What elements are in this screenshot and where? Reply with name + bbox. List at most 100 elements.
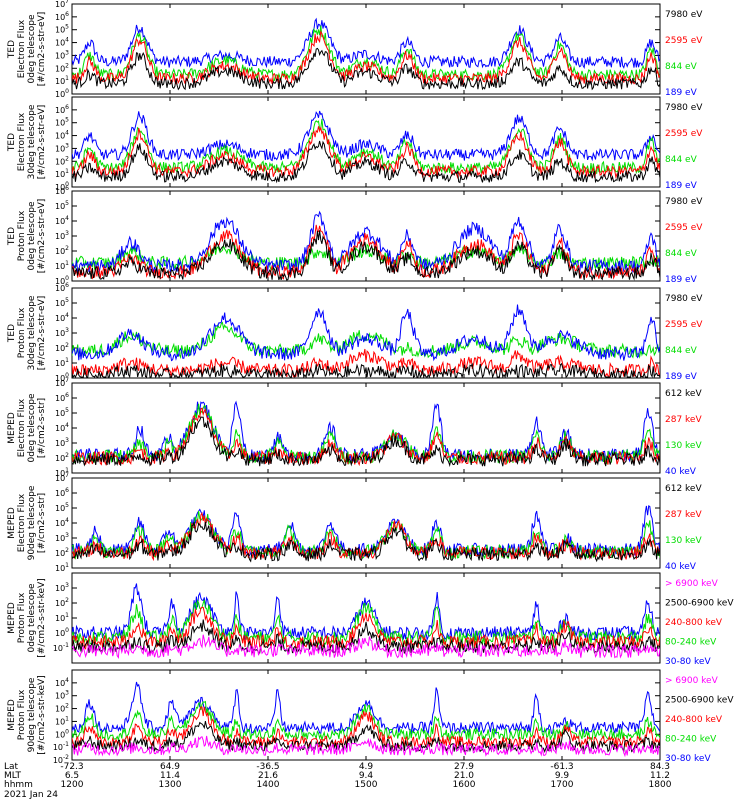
series-line (72, 224, 660, 281)
series-line (72, 606, 660, 651)
y-tick-label: 104 (55, 37, 69, 48)
footer-lat: 4.9 (359, 762, 374, 772)
y-tick-label: 101 (55, 168, 69, 179)
legend-label: 612 keV (665, 389, 702, 399)
series-line (72, 681, 660, 736)
footer-hhmm: 1700 (551, 780, 574, 790)
legend-label: 7980 eV (665, 294, 703, 304)
y-tick-label: 107 (55, 472, 69, 483)
legend-label: 2595 eV (665, 36, 703, 46)
series-line (72, 304, 660, 362)
y-tick-label: 103 (55, 49, 69, 60)
footer-mlt: 9.4 (359, 771, 374, 781)
y-tick-label: 100 (55, 728, 69, 739)
series-group (72, 583, 660, 659)
y-axis-label: MEPEDProton Flux90deg telescope[#/cm2-s-… (7, 675, 47, 754)
series-line (72, 521, 660, 563)
series-line (72, 583, 660, 642)
y-axis-label: MEPEDElectron Flux90deg telescope[#/cm2-… (7, 485, 47, 560)
legend-label: 7980 eV (665, 197, 703, 207)
legend-label: 287 keV (665, 510, 702, 520)
y-tick-label: 101 (55, 75, 69, 86)
y-tick-label: 105 (55, 24, 69, 35)
y-tick-label: 102 (55, 155, 69, 166)
y-tick-label: 106 (55, 185, 69, 196)
legend-label: 189 eV (665, 275, 698, 285)
footer-lat: -36.5 (256, 762, 279, 772)
series-line (72, 599, 660, 646)
footer-lat: -72.3 (60, 762, 83, 772)
y-tick-label: 10-1 (53, 741, 69, 752)
footer-lat: -61.3 (550, 762, 573, 772)
footer-row-label: hhmm (4, 780, 33, 790)
panel-3: 100 101 102 103 104 105 106 TEDProton Flux0deg … (7, 185, 703, 286)
series-line (72, 416, 660, 468)
series-line (72, 321, 660, 359)
legend-label: 30-80 keV (665, 754, 711, 764)
y-tick-label: 102 (55, 452, 69, 463)
y-tick-label: 103 (55, 437, 69, 448)
legend-label: 2500-6900 keV (665, 696, 734, 706)
legend-label: 80-240 keV (665, 735, 717, 745)
series-line (72, 403, 660, 465)
legend-label: 7980 eV (665, 103, 703, 113)
y-tick-label: 104 (55, 517, 69, 528)
y-tick-label: 101 (55, 562, 69, 573)
y-tick-label: 105 (55, 200, 69, 211)
footer-lat: 84.3 (650, 762, 670, 772)
y-axis-label: MEPEDProton Flux0deg telescope[#/cm2-s-s… (7, 578, 47, 657)
series-line (72, 700, 660, 742)
footer-lat: 27.9 (454, 762, 474, 772)
footer-mlt: 11.4 (160, 771, 180, 781)
legend-label: 844 eV (665, 346, 698, 356)
series-line (72, 230, 660, 281)
y-tick-label: 101 (55, 357, 69, 368)
y-tick-label: 103 (55, 142, 69, 153)
legend-label: 240-800 keV (665, 715, 723, 725)
legend-label: 844 eV (665, 249, 698, 259)
y-tick-label: 107 (55, 377, 69, 388)
footer-lat: 64.9 (160, 762, 180, 772)
panel-frame (71, 287, 661, 379)
legend-label: 612 keV (665, 484, 702, 494)
series-group (72, 681, 660, 758)
series-line (72, 47, 660, 91)
footer-row-label: Lat (4, 762, 19, 772)
footer-hhmm: 1600 (453, 780, 476, 790)
y-tick-label: 100 (55, 275, 69, 286)
footer-row-label: 2021 Jan 24 (4, 790, 58, 800)
y-tick-label: 104 (55, 215, 69, 226)
legend-label: 287 keV (665, 415, 702, 425)
legend-label: 80-240 keV (665, 638, 717, 648)
y-tick-label: 102 (55, 703, 69, 714)
footer-hhmm: 1800 (649, 780, 672, 790)
y-tick-label: 104 (55, 422, 69, 433)
legend-label: 189 eV (665, 181, 698, 191)
legend-label: 844 eV (665, 62, 698, 72)
legend-label: 844 eV (665, 155, 698, 165)
series-line (72, 30, 660, 86)
series-line (72, 619, 660, 655)
footer-row-label: MLT (4, 771, 22, 781)
series-group (72, 505, 660, 563)
legend-label: 2500-6900 keV (665, 599, 734, 609)
y-tick-label: 106 (55, 487, 69, 498)
y-tick-label: 103 (55, 327, 69, 338)
footer-hhmm: 1300 (159, 780, 182, 790)
series-line (72, 362, 660, 378)
series-line (72, 110, 660, 162)
legend-label: 40 keV (665, 467, 697, 477)
y-tick-label: 10-1 (53, 642, 69, 653)
y-tick-label: 100 (55, 372, 69, 383)
series-line (72, 735, 660, 758)
y-tick-label: 102 (55, 547, 69, 558)
series-line (72, 210, 660, 274)
legend-label: 189 eV (665, 88, 698, 98)
y-tick-label: 104 (55, 677, 69, 688)
series-group (72, 304, 660, 378)
series-line (72, 721, 660, 754)
